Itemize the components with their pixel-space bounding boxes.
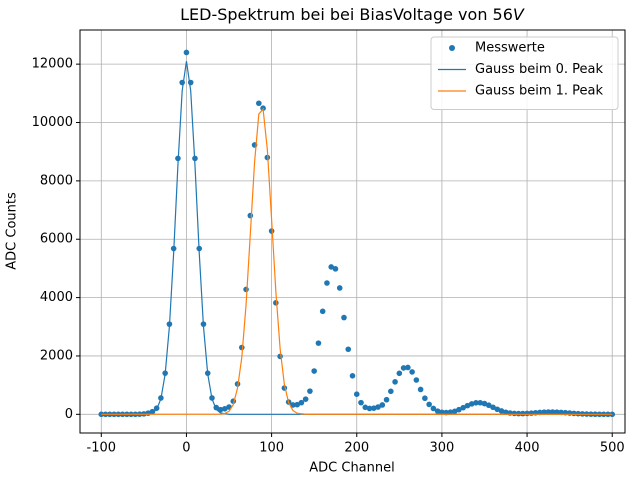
- y-tick-label: 12000: [32, 57, 73, 72]
- data-point: [247, 212, 254, 219]
- chart-title: LED-Spektrum bei bei BiasVoltage von 56V: [180, 5, 525, 24]
- x-tick-label: 300: [430, 441, 455, 456]
- data-point: [434, 408, 441, 414]
- data-point: [485, 402, 492, 409]
- data-point: [575, 410, 581, 417]
- data-point: [426, 401, 432, 408]
- legend-label: Gauss beim 1. Peak: [475, 84, 603, 99]
- x-tick-label: 200: [344, 441, 369, 456]
- title-unit: V: [513, 5, 525, 24]
- data-point: [302, 396, 309, 402]
- data-point: [413, 377, 420, 383]
- data-point: [336, 285, 343, 291]
- data-point: [370, 405, 377, 411]
- data-point: [268, 228, 275, 234]
- data-point: [375, 404, 381, 410]
- data-point: [439, 409, 445, 416]
- data-point: [383, 396, 390, 403]
- data-point: [221, 405, 228, 412]
- x-tick-label: 0: [182, 441, 190, 456]
- data-point: [541, 409, 547, 415]
- data-point: [456, 406, 462, 413]
- data-point: [464, 402, 471, 409]
- plot-frame: [79, 29, 626, 434]
- legend-label: Gauss beim 0. Peak: [475, 62, 603, 77]
- data-point: [366, 405, 373, 412]
- data-point: [490, 404, 496, 411]
- data-point: [554, 409, 560, 415]
- data-point: [273, 300, 279, 306]
- y-tick-label: 4000: [40, 290, 73, 305]
- x-tick-label: 100: [259, 441, 284, 456]
- data-point: [98, 411, 105, 418]
- x-tick-label: -100: [87, 441, 117, 456]
- y-axis-label: ADC Counts: [5, 192, 20, 270]
- data-point: [183, 49, 190, 56]
- x-tick-label: 400: [515, 441, 540, 456]
- fit-line: [101, 107, 613, 415]
- data-point: [324, 280, 330, 286]
- data-point: [460, 404, 467, 411]
- data-point: [332, 266, 339, 272]
- data-point: [362, 404, 369, 411]
- data-point: [405, 364, 411, 371]
- data-point: [494, 406, 501, 413]
- data-point: [451, 408, 458, 415]
- data-point: [341, 314, 347, 321]
- data-point: [417, 386, 424, 393]
- x-axis-label: ADC Channel: [309, 461, 394, 476]
- title-text: LED-Spektrum bei bei BiasVoltage von 56: [180, 5, 513, 24]
- data-point: [298, 399, 305, 406]
- data-point: [400, 365, 407, 371]
- data-point: [379, 402, 386, 408]
- data-point: [294, 401, 300, 408]
- y-tick-label: 10000: [32, 115, 73, 130]
- data-point: [315, 340, 322, 346]
- data-point: [238, 344, 245, 351]
- data-point: [307, 388, 313, 394]
- data-point: [311, 368, 317, 374]
- data-point: [545, 409, 552, 415]
- data-point: [498, 408, 505, 414]
- data-point: [256, 100, 262, 107]
- y-tick-label: 2000: [40, 348, 73, 363]
- legend-label: Messwerte: [475, 41, 545, 56]
- data-point: [328, 264, 335, 270]
- data-point: [515, 410, 522, 417]
- fit-line: [101, 61, 613, 415]
- y-tick-label: 6000: [40, 232, 73, 247]
- data-point: [349, 373, 356, 379]
- data-point: [520, 410, 526, 417]
- data-point: [319, 308, 326, 315]
- legend: Messwerte Gauss beim 0. Peak Gauss beim 1.…: [430, 36, 619, 110]
- data-point: [430, 405, 437, 412]
- data-point: [473, 400, 479, 406]
- data-point: [447, 409, 454, 415]
- y-tick-label: 8000: [40, 173, 73, 188]
- data-point: [502, 409, 509, 416]
- data-point: [396, 370, 403, 377]
- x-tick-label: 500: [600, 441, 625, 456]
- data-point: [388, 388, 394, 395]
- data-point: [481, 400, 488, 407]
- data-point: [549, 409, 556, 415]
- data-point: [353, 391, 360, 397]
- y-tick-label: 0: [65, 407, 73, 422]
- data-point: [468, 401, 475, 407]
- data-point: [392, 379, 398, 385]
- data-point: [277, 353, 283, 360]
- data-point: [243, 286, 249, 293]
- data-point: [422, 395, 428, 402]
- data-point: [345, 346, 352, 353]
- legend-box: [430, 36, 619, 110]
- data-point: [477, 399, 484, 406]
- data-point: [290, 402, 296, 408]
- legend-marker: [449, 45, 455, 51]
- data-point: [358, 399, 364, 406]
- data-point: [409, 369, 415, 375]
